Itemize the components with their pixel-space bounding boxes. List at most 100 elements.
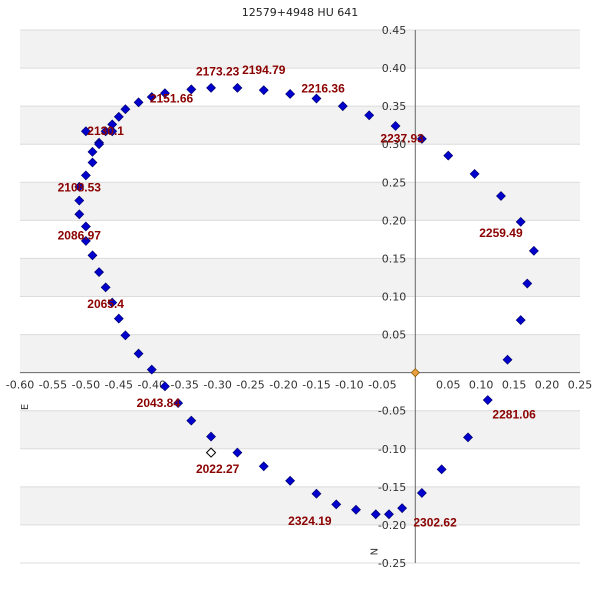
y-tick-label: -0.20 — [378, 519, 406, 532]
data-point — [311, 93, 322, 104]
data-point — [160, 381, 170, 392]
data-point — [94, 267, 104, 278]
data-point — [186, 415, 197, 426]
background-band — [20, 410, 580, 449]
x-tick-label: -0.50 — [72, 379, 100, 392]
y-tick-label: 0.25 — [382, 176, 407, 189]
data-label: 2151.66 — [150, 91, 194, 105]
data-point — [232, 82, 243, 93]
data-point — [528, 245, 539, 256]
data-point — [364, 110, 375, 121]
background-band — [20, 524, 580, 563]
data-point — [133, 97, 144, 108]
data-label: 2237.93 — [380, 132, 424, 146]
data-point — [370, 509, 381, 520]
background-band — [20, 372, 580, 411]
data-point — [120, 104, 131, 115]
data-label: 2216.36 — [301, 81, 345, 95]
data-point — [515, 216, 526, 227]
data-point — [285, 89, 296, 99]
data-point — [107, 297, 118, 308]
data-point — [351, 504, 361, 515]
data-point — [100, 282, 111, 293]
x-tick-label: -0.35 — [170, 379, 198, 392]
x-tick-label: -0.25 — [236, 379, 264, 392]
data-label: 2086.97 — [58, 228, 102, 242]
background-band — [20, 30, 580, 69]
data-point — [416, 488, 427, 498]
x-tick-label: 0.05 — [436, 379, 461, 392]
data-point — [87, 250, 98, 261]
background-band — [20, 448, 580, 487]
y-tick-label: 0.45 — [382, 24, 407, 37]
data-label: 2108.53 — [58, 180, 102, 194]
data-point — [120, 330, 131, 341]
data-point — [258, 85, 269, 96]
y-tick-label: 0.30 — [382, 138, 407, 151]
data-label: 2194.79 — [242, 63, 286, 77]
data-point — [384, 509, 394, 520]
north-direction-label: N — [370, 548, 381, 555]
data-point — [469, 168, 480, 179]
east-direction-label: E — [20, 404, 31, 410]
data-point — [206, 82, 216, 93]
data-point — [186, 84, 197, 95]
data-point — [522, 278, 533, 289]
x-tick-labels: -0.60 -0.55 -0.50 -0.45 -0.40 -0.35 -0.30 -0.25… — [6, 379, 592, 392]
data-point — [173, 398, 184, 409]
y-tick-label: 0.15 — [382, 252, 407, 265]
data-point — [496, 191, 506, 201]
data-point — [482, 395, 493, 405]
data-label: 2043.84 — [137, 396, 181, 410]
data-point — [436, 464, 447, 475]
data-label: 2259.49 — [479, 226, 523, 240]
data-point — [311, 488, 322, 499]
data-label: 2302.62 — [413, 515, 457, 529]
data-label: 2065.4 — [87, 297, 124, 311]
data-point — [443, 150, 454, 161]
data-point — [285, 475, 296, 486]
chart-title: 12579+4948 HU 641 — [241, 6, 359, 19]
x-tick-label: -0.05 — [368, 379, 396, 392]
background-band — [20, 220, 580, 259]
data-point — [80, 126, 91, 137]
data-labels: 2173.23 2194.79 2151.66 2216.36 2130.1 2237.9… — [58, 63, 537, 529]
data-point — [113, 313, 124, 324]
x-tick-label: -0.15 — [302, 379, 330, 392]
x-tick-label: -0.45 — [105, 379, 133, 392]
data-point — [502, 354, 513, 365]
data-point — [337, 101, 348, 112]
data-points — [74, 82, 539, 520]
x-tick-label: -0.10 — [335, 379, 363, 392]
y-tick-label: -0.15 — [378, 481, 406, 494]
background-band — [20, 486, 580, 525]
data-label: 2173.23 — [196, 65, 240, 79]
background-band — [20, 258, 580, 297]
data-point — [74, 181, 85, 192]
data-point — [515, 315, 526, 326]
origin-marker — [410, 368, 420, 378]
data-point — [258, 461, 269, 472]
data-label: 2130.1 — [87, 124, 124, 138]
y-tick-label: 0.20 — [382, 214, 407, 227]
data-point — [107, 119, 118, 130]
data-point — [133, 348, 144, 359]
y-tick-label: 0.35 — [382, 100, 407, 113]
background-band — [20, 144, 580, 183]
y-tick-labels: 0.45 0.40 0.35 0.30 0.25 0.20 0.15 0.10 0.05 -0.0… — [378, 24, 406, 570]
y-tick-label: 0.10 — [382, 291, 407, 304]
open-marker — [205, 447, 217, 458]
x-tick-label: -0.55 — [39, 379, 67, 392]
data-point — [232, 447, 243, 458]
data-label: 2281.06 — [492, 407, 536, 421]
data-point — [80, 170, 91, 181]
data-point — [100, 126, 111, 137]
x-tick-label: 0.10 — [469, 379, 494, 392]
x-tick-label: 0.15 — [502, 379, 527, 392]
data-point — [80, 221, 91, 232]
data-point — [206, 431, 216, 442]
data-point — [74, 209, 85, 220]
background-band — [20, 334, 580, 373]
data-point — [74, 195, 85, 206]
